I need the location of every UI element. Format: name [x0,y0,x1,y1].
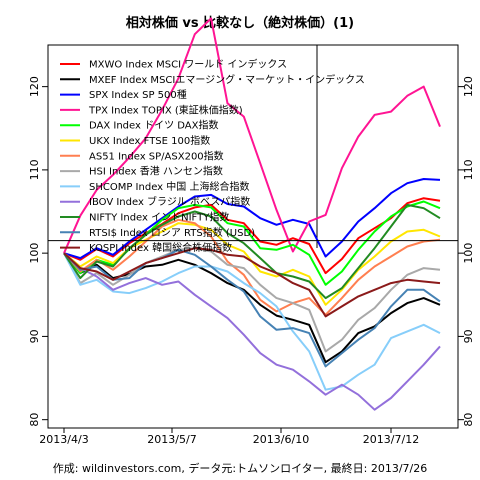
y-tick-label-right: 80 [462,413,475,427]
series-line-10 [63,203,441,300]
x-tick-label: 2013/7/12 [363,433,419,446]
legend-label-3: TPX Index TOPIX (東証株価指数) [88,103,243,116]
legend-label-0: MXWO Index MSCI ワールド インデックス [89,58,287,71]
legend-label-4: DAX Index ドイツ DAX指数 [89,119,219,132]
y-tick-label-right: 110 [462,159,475,180]
legend-label-10: NIFTY Index インドNIFTY指数 [89,211,229,224]
legend-label-2: SPX Index SP 500種 [89,88,187,101]
series-line-0 [63,197,441,275]
legend-label-11: RTSI$ Index ロシア RTS指数 (USD) [89,226,255,239]
chart-title: 相対株価 vs 比較なし（絶対株価）(1) [126,15,354,31]
y-tick-label-left: 100 [28,243,41,264]
y-tick-label-left: 80 [28,413,41,427]
series-line-12 [63,247,441,318]
y-tick-label-left: 110 [28,159,41,180]
legend-label-5: UKX Index FTSE 100指数 [89,134,210,147]
series-line-1 [63,252,441,364]
series-layer [63,17,441,411]
series-line-9 [63,252,441,411]
legend-label-7: HSI Index 香港 ハンセン指数 [89,165,223,178]
y-tick-label-left: 120 [28,76,41,97]
plot-frame [47,44,459,429]
y-tick-label-right: 120 [462,76,475,97]
x-tick-label: 2013/5/7 [147,433,196,446]
series-line-11 [63,248,441,368]
legend: MXWO Index MSCI ワールド インデックス MXEF Index MS… [60,58,365,254]
axes: 80 80 90 90 100 100 110 110 120 120 2013/4/3 2013/5… [28,76,475,446]
series-line-7 [63,247,441,353]
series-line-2 [63,178,441,260]
x-tick-label: 2013/4/3 [39,433,88,446]
y-tick-label-right: 90 [462,329,475,343]
legend-label-9: IBOV Index ブラジル ボベスパ指数 [89,195,250,208]
x-tick-label: 2013/6/10 [253,433,309,446]
legend-label-1: MXEF Index MSCIエマージング・マーケット・インデックス [89,73,365,86]
legend-label-12: KOSPI Index 韓国総合株価指数 [89,241,232,254]
chart-footer: 作成: wildinvestors.com, データ元:トムソンロイター, 最終… [53,461,427,475]
y-tick-label-right: 100 [462,243,475,264]
series-line-8 [63,252,441,391]
legend-label-8: SHCOMP Index 中国 上海総合指数 [89,180,249,193]
legend-label-6: AS51 Index SP/ASX200指数 [89,149,224,162]
series-line-3 [63,17,441,254]
y-tick-label-left: 90 [28,329,41,343]
